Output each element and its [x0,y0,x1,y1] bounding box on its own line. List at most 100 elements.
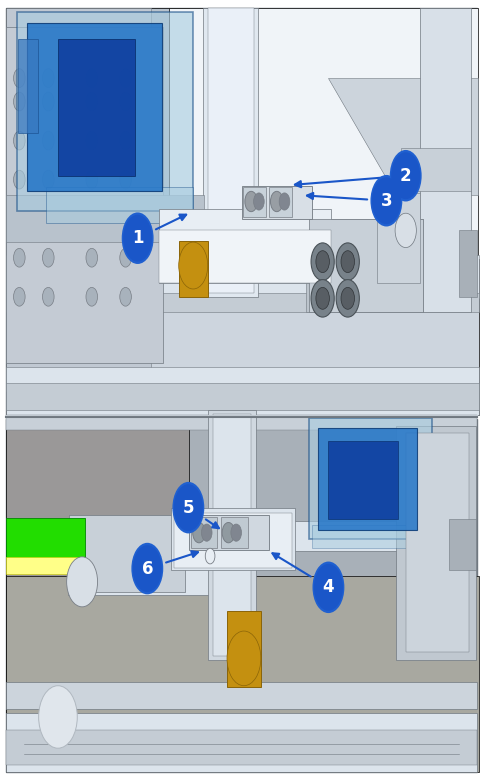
Circle shape [14,170,25,189]
FancyBboxPatch shape [6,293,479,312]
Circle shape [43,209,54,228]
Circle shape [390,150,422,201]
FancyBboxPatch shape [6,415,477,430]
FancyBboxPatch shape [159,209,331,283]
Polygon shape [328,78,478,195]
FancyBboxPatch shape [6,8,151,390]
Circle shape [39,686,77,748]
Circle shape [86,248,98,267]
Circle shape [123,215,152,262]
Circle shape [172,482,204,533]
FancyBboxPatch shape [174,513,292,568]
FancyBboxPatch shape [27,23,162,191]
Circle shape [14,248,25,267]
Circle shape [311,280,334,317]
Circle shape [316,287,329,309]
Circle shape [122,212,154,264]
FancyBboxPatch shape [221,517,248,548]
Circle shape [311,243,334,280]
FancyBboxPatch shape [6,419,189,772]
FancyBboxPatch shape [169,8,478,312]
FancyBboxPatch shape [6,367,479,415]
FancyBboxPatch shape [309,418,432,539]
FancyBboxPatch shape [269,187,292,217]
FancyBboxPatch shape [189,515,269,550]
Circle shape [120,131,131,150]
Circle shape [120,69,131,87]
FancyBboxPatch shape [401,148,471,191]
FancyBboxPatch shape [396,426,476,660]
FancyBboxPatch shape [6,682,477,709]
Circle shape [336,243,359,280]
Circle shape [336,280,359,317]
FancyBboxPatch shape [213,414,251,656]
Circle shape [120,170,131,189]
Text: 5: 5 [183,498,194,517]
FancyBboxPatch shape [6,713,477,772]
Circle shape [316,251,329,273]
Circle shape [395,213,416,248]
FancyBboxPatch shape [6,730,477,765]
Circle shape [270,191,283,212]
Circle shape [14,209,25,228]
FancyBboxPatch shape [6,8,189,415]
FancyBboxPatch shape [6,518,85,558]
Circle shape [43,287,54,306]
FancyBboxPatch shape [6,195,204,242]
Circle shape [14,69,25,87]
FancyBboxPatch shape [406,433,469,652]
Text: 2: 2 [400,166,412,185]
FancyBboxPatch shape [6,383,479,410]
Circle shape [120,92,131,111]
Circle shape [86,131,98,150]
FancyBboxPatch shape [459,230,477,297]
Circle shape [131,543,163,594]
FancyBboxPatch shape [159,230,331,283]
Circle shape [43,248,54,267]
Circle shape [67,557,98,607]
FancyBboxPatch shape [6,259,479,415]
Circle shape [120,209,131,228]
FancyBboxPatch shape [171,508,295,570]
Circle shape [133,545,162,592]
FancyBboxPatch shape [377,193,420,283]
FancyBboxPatch shape [420,8,471,312]
FancyBboxPatch shape [208,410,256,660]
FancyBboxPatch shape [69,521,416,551]
Circle shape [314,564,343,611]
Circle shape [222,522,235,543]
FancyBboxPatch shape [75,537,167,590]
FancyBboxPatch shape [191,517,217,548]
FancyBboxPatch shape [328,441,398,519]
Circle shape [179,242,208,289]
FancyBboxPatch shape [318,428,417,530]
FancyBboxPatch shape [6,557,77,574]
Circle shape [14,287,25,306]
FancyBboxPatch shape [46,187,193,223]
Circle shape [313,562,344,613]
FancyBboxPatch shape [68,529,251,595]
FancyBboxPatch shape [18,39,38,133]
Circle shape [370,175,402,226]
Circle shape [245,191,257,212]
Text: 6: 6 [142,559,153,578]
Circle shape [279,193,290,210]
FancyBboxPatch shape [179,241,208,297]
Circle shape [201,524,212,541]
Circle shape [193,522,205,543]
FancyBboxPatch shape [309,219,423,312]
Circle shape [372,177,401,224]
Circle shape [86,170,98,189]
FancyBboxPatch shape [227,611,261,687]
Circle shape [86,287,98,306]
Circle shape [14,131,25,150]
FancyBboxPatch shape [203,8,258,297]
FancyBboxPatch shape [243,187,266,217]
Circle shape [341,287,355,309]
Circle shape [86,69,98,87]
FancyBboxPatch shape [208,8,254,293]
Circle shape [391,152,420,199]
FancyBboxPatch shape [58,39,135,176]
Circle shape [254,193,264,210]
Circle shape [86,209,98,228]
